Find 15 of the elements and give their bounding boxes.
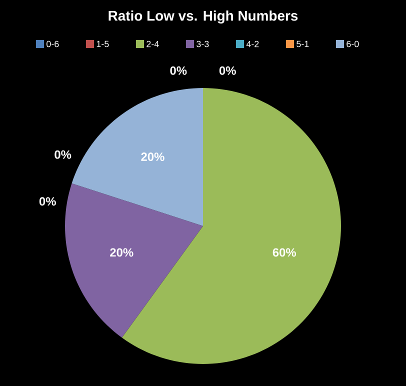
text: 0% (39, 197, 56, 206)
legend-label: 5-1 (296, 40, 309, 48)
legend-label: 4-2 (246, 40, 259, 48)
legend-label: 3-3 (196, 40, 209, 48)
chart-title: Ratio Low vs. High Numbers (108, 10, 298, 24)
legend-label: 0-6 (46, 40, 59, 48)
data-label: 20% (110, 248, 134, 257)
data-label: 60% (272, 248, 296, 257)
legend-label: 1-5 (96, 40, 109, 48)
text: 0% (54, 150, 72, 159)
data-label: 20% (141, 152, 164, 162)
legend-label: 2-4 (146, 40, 159, 48)
text: 0% (219, 66, 236, 75)
legend-label: 6-0 (346, 40, 359, 48)
text: 0% (170, 66, 187, 75)
